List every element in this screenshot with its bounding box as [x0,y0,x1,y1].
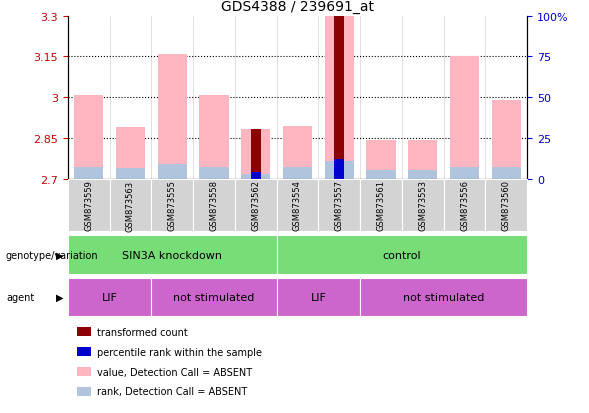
Text: not stimulated: not stimulated [403,292,484,302]
Text: GSM873560: GSM873560 [502,180,511,231]
Bar [241,174,270,180]
Bar [250,129,261,180]
Bar [334,159,345,180]
Bar [366,140,396,180]
Bar [450,57,479,180]
Bar [74,95,103,180]
Bar [492,167,521,180]
Text: LIF: LIF [310,292,326,302]
Text: control: control [382,250,421,260]
Bar [334,17,345,180]
Title: GDS4388 / 239691_at: GDS4388 / 239691_at [221,0,374,14]
Text: ▶: ▶ [56,250,64,260]
Text: GSM873553: GSM873553 [418,180,427,231]
Text: LIF: LIF [101,292,117,302]
Bar [408,140,438,180]
Text: rank, Detection Call = ABSENT: rank, Detection Call = ABSENT [97,387,247,396]
Bar [492,101,521,180]
Bar [250,173,261,180]
Bar [366,170,396,180]
Bar [450,167,479,180]
Text: transformed count: transformed count [97,327,188,337]
Text: GSM873557: GSM873557 [335,180,344,231]
Text: GSM873563: GSM873563 [126,180,135,231]
Text: SIN3A knockdown: SIN3A knockdown [122,250,222,260]
Text: GSM873554: GSM873554 [293,180,302,231]
Bar [241,129,270,180]
Text: GSM873559: GSM873559 [84,180,93,231]
Bar [283,167,312,180]
Text: not stimulated: not stimulated [173,292,254,302]
Text: GSM873561: GSM873561 [376,180,385,231]
Bar [283,127,312,180]
Text: percentile rank within the sample: percentile rank within the sample [97,347,262,357]
Bar [116,128,145,180]
Bar [74,167,103,180]
Bar [157,55,187,180]
Bar [116,169,145,180]
Text: genotype/variation: genotype/variation [6,250,98,260]
Text: GSM873555: GSM873555 [168,180,177,231]
Bar [325,17,354,180]
Text: ▶: ▶ [56,292,64,302]
Text: agent: agent [6,292,34,302]
Bar [199,167,229,180]
Bar [199,95,229,180]
Text: GSM873562: GSM873562 [251,180,260,231]
Text: GSM873558: GSM873558 [210,180,219,231]
Bar [408,170,438,180]
Bar [157,165,187,180]
Bar [325,162,354,180]
Text: GSM873556: GSM873556 [460,180,469,231]
Text: value, Detection Call = ABSENT: value, Detection Call = ABSENT [97,367,252,377]
